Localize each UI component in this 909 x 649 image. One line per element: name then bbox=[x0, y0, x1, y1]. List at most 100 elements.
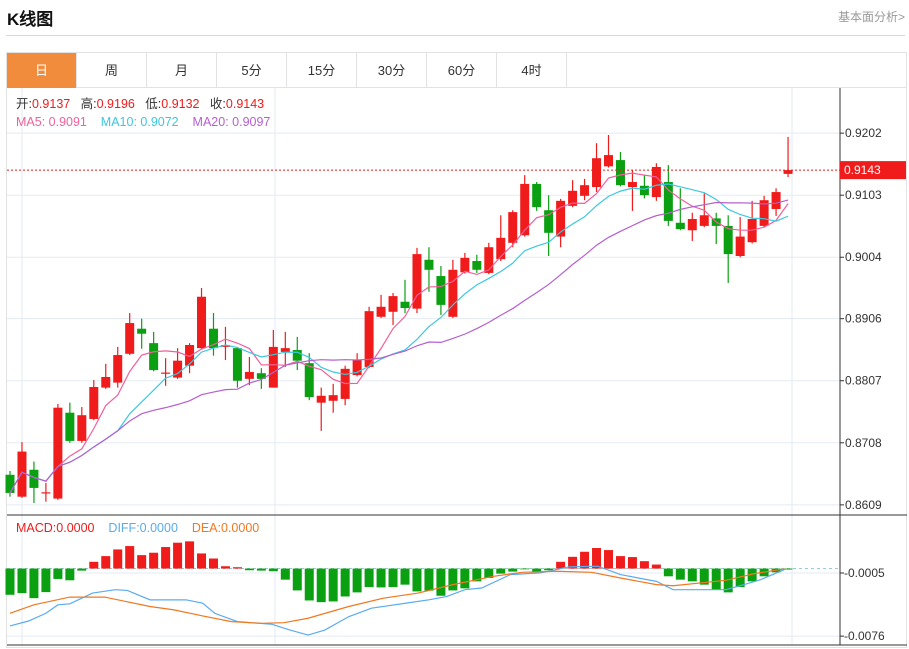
tab-day[interactable]: 日 bbox=[7, 53, 77, 88]
macd-bar bbox=[711, 568, 721, 590]
macd-bar bbox=[615, 556, 625, 569]
macd-bar bbox=[77, 568, 87, 571]
candle-up bbox=[699, 215, 709, 226]
candle-up bbox=[520, 183, 530, 236]
candle-up bbox=[268, 346, 278, 388]
candle-up bbox=[125, 323, 135, 354]
macd-bar bbox=[41, 568, 51, 593]
macd-bar bbox=[627, 557, 637, 569]
ma20-line bbox=[9, 199, 789, 494]
candle-up bbox=[783, 170, 793, 174]
macd-bar bbox=[220, 566, 230, 569]
candle-down bbox=[615, 160, 625, 186]
candle-up bbox=[412, 254, 422, 309]
candle-up bbox=[388, 296, 398, 312]
tab-15min[interactable]: 15分 bbox=[287, 53, 357, 88]
kline-chart-panel: 日 周 月 5分 15分 30分 60分 4时 bbox=[6, 52, 907, 648]
price-axis-label: 0.8708 bbox=[845, 436, 882, 450]
macd-bar bbox=[604, 550, 613, 569]
ma20-legend: MA20: 0.9097 bbox=[192, 115, 271, 129]
macd-bar bbox=[687, 568, 697, 582]
candle-up bbox=[460, 257, 470, 273]
macd-bar bbox=[651, 564, 661, 569]
candle-up bbox=[89, 387, 99, 419]
candle-up bbox=[173, 360, 183, 378]
candle-up bbox=[496, 237, 506, 260]
macd-bar bbox=[544, 568, 554, 571]
open-label: 开: bbox=[16, 97, 32, 111]
ma5-legend: MA5: 0.9091 bbox=[16, 115, 87, 129]
high-label: 高: bbox=[80, 97, 97, 111]
macd-bar bbox=[675, 568, 685, 580]
candle-down bbox=[424, 259, 434, 270]
candle-down bbox=[400, 301, 410, 309]
candle-up bbox=[556, 200, 566, 237]
macd-bar bbox=[352, 568, 362, 593]
candle-up bbox=[627, 182, 637, 188]
candle-down bbox=[472, 261, 482, 270]
tab-30min[interactable]: 30分 bbox=[357, 53, 427, 88]
candle-up bbox=[735, 236, 745, 256]
macd-bar bbox=[89, 561, 99, 569]
candle-up bbox=[41, 492, 51, 494]
high-value: 0.9196 bbox=[96, 97, 135, 111]
macd-bar bbox=[508, 568, 518, 572]
tab-5min[interactable]: 5分 bbox=[217, 53, 287, 88]
price-axis-label: 0.8609 bbox=[845, 498, 882, 512]
price-axis-label: 0.9103 bbox=[845, 188, 882, 202]
diff-line bbox=[9, 565, 785, 636]
close-label: 收: bbox=[209, 97, 226, 111]
candle-down bbox=[137, 328, 147, 334]
macd-bar bbox=[484, 568, 494, 578]
candle-up bbox=[448, 269, 458, 317]
ma10-legend: MA10: 0.9072 bbox=[100, 115, 179, 129]
fundamental-analysis-link[interactable]: 基本面分析> bbox=[837, 10, 905, 24]
candle-up bbox=[197, 296, 207, 349]
macd-bar bbox=[137, 555, 147, 569]
current-price-badge bbox=[840, 161, 906, 180]
macd-bar bbox=[747, 568, 757, 582]
macd-bar bbox=[556, 561, 566, 569]
candle-down bbox=[256, 373, 266, 379]
close-value: 0.9143 bbox=[225, 97, 265, 111]
price-axis-label: 0.9202 bbox=[845, 126, 882, 140]
candle-up bbox=[651, 166, 661, 198]
macd-legend: MACD:0.0000 DIFF:0.0000 DEA:0.0000 bbox=[16, 521, 259, 536]
candle-down bbox=[304, 363, 314, 398]
macd-bar bbox=[280, 568, 290, 580]
macd-bar bbox=[496, 568, 506, 574]
macd-bar bbox=[316, 568, 326, 603]
macd-bar bbox=[580, 551, 590, 569]
candle-down bbox=[436, 276, 446, 305]
tab-60min[interactable]: 60分 bbox=[427, 53, 497, 88]
candle-down bbox=[5, 474, 15, 493]
macd-bar bbox=[448, 568, 458, 591]
candle-up bbox=[220, 345, 230, 347]
candle-up bbox=[376, 306, 386, 317]
candle-up bbox=[687, 219, 697, 231]
macd-bar bbox=[639, 561, 649, 569]
low-label: 低: bbox=[145, 97, 162, 111]
period-tabs: 日 周 月 5分 15分 30分 60分 4时 bbox=[7, 53, 906, 88]
candle-up bbox=[77, 415, 87, 441]
macd-bar bbox=[364, 568, 374, 588]
macd-bar bbox=[208, 558, 218, 569]
low-value: 0.9132 bbox=[161, 97, 200, 111]
macd-bar bbox=[424, 568, 434, 591]
candle-up bbox=[280, 348, 290, 352]
macd-axis-label: -0.0005 bbox=[844, 566, 885, 580]
macd-bar bbox=[197, 553, 207, 569]
tab-month[interactable]: 月 bbox=[147, 53, 217, 88]
macd-axis-label: -0.0076 bbox=[844, 629, 885, 643]
macd-bar bbox=[173, 542, 183, 569]
macd-bar bbox=[388, 568, 398, 588]
tab-week[interactable]: 周 bbox=[77, 53, 147, 88]
candle-down bbox=[532, 183, 542, 208]
macd-bar bbox=[125, 546, 135, 569]
macd-bar bbox=[460, 568, 470, 589]
tab-4hour[interactable]: 4时 bbox=[497, 53, 567, 88]
ma10-line bbox=[9, 183, 789, 494]
macd-bar bbox=[65, 568, 75, 581]
candle-up bbox=[161, 372, 171, 374]
